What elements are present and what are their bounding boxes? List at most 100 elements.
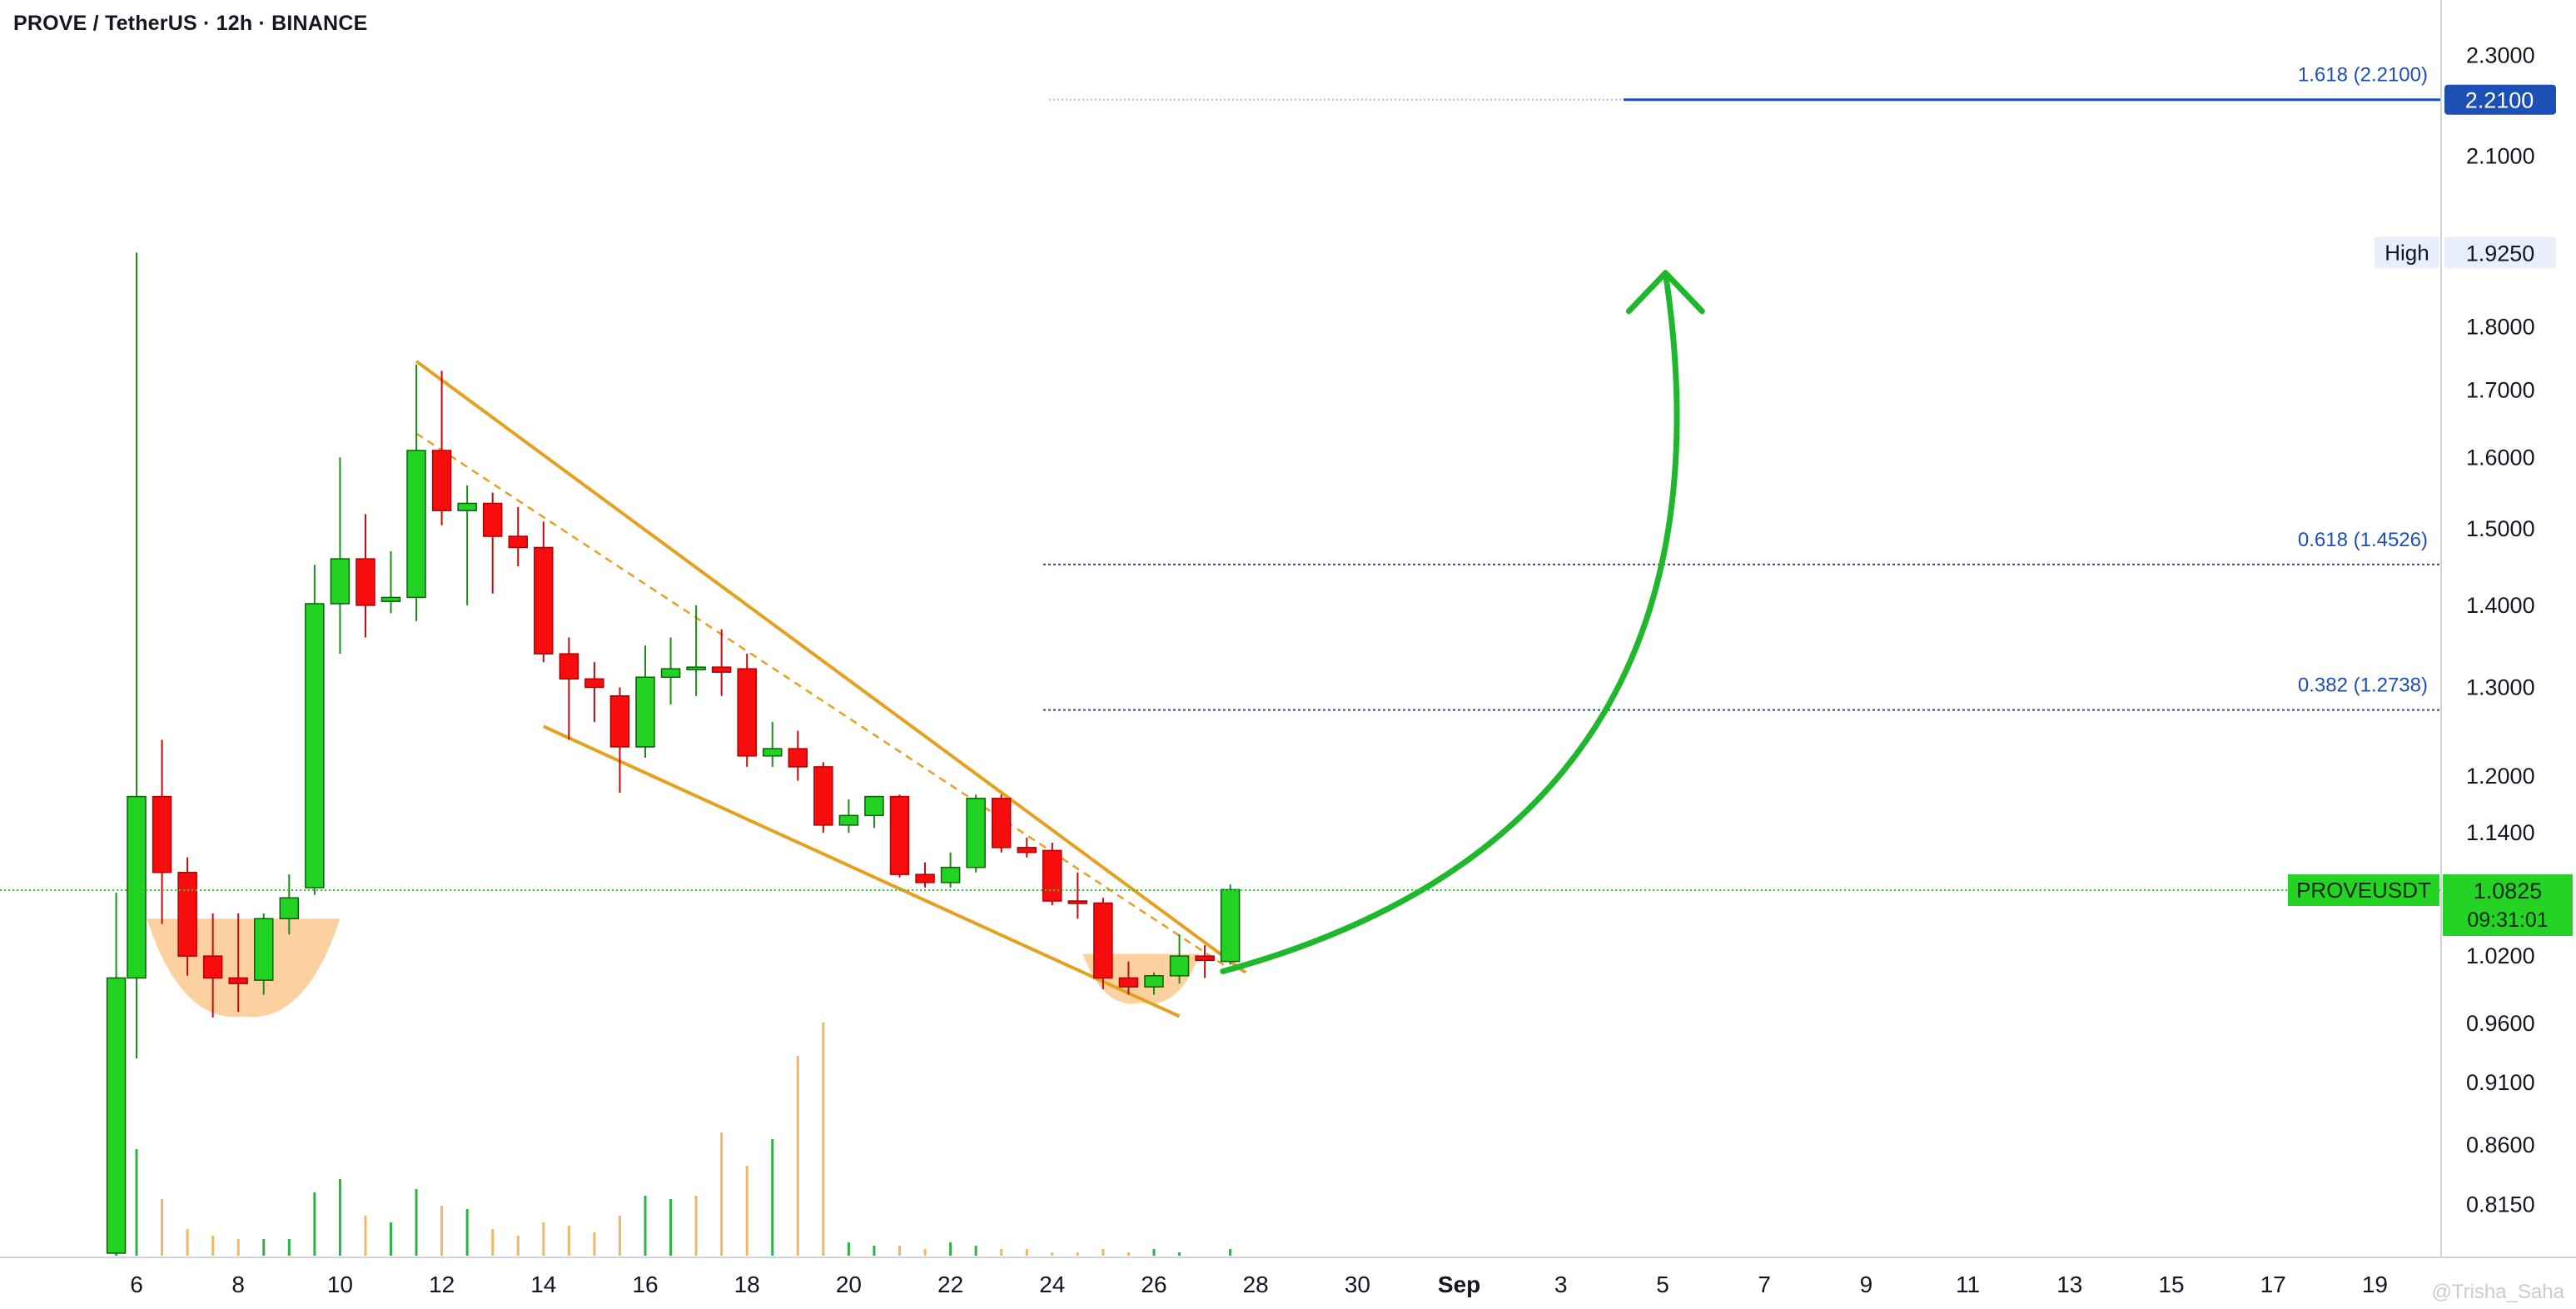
volume-bar <box>593 1232 596 1256</box>
projection-arrow-head <box>1625 270 1705 315</box>
price-tick-label: 1.1400 <box>2466 820 2535 845</box>
cup-pattern-layer <box>147 918 1200 1018</box>
candle-body <box>305 603 325 888</box>
candle-body <box>1067 900 1088 904</box>
price-tick-label: 1.5000 <box>2466 516 2535 541</box>
volume-bar <box>465 1209 469 1256</box>
chart-title: PROVE / TetherUS · 12h · BINANCE <box>13 12 368 35</box>
volume-bar <box>135 1149 138 1256</box>
candle-body <box>431 450 452 511</box>
candle-body <box>813 766 833 826</box>
volume-bar <box>923 1249 927 1256</box>
wedge-upper-line <box>415 360 1247 974</box>
watermark: @Trisha_Saha <box>2431 1281 2564 1303</box>
fib-level-label: 0.618 (1.4526) <box>2298 529 2428 551</box>
volume-bar <box>262 1239 266 1256</box>
price-tick-label: 1.6000 <box>2466 445 2535 470</box>
volume-bar <box>873 1246 876 1256</box>
candle-body <box>508 535 528 549</box>
candle-body <box>711 666 732 673</box>
wedge-lower-line <box>542 724 1181 1018</box>
high-label: High <box>2385 240 2429 265</box>
candle-body <box>330 558 351 605</box>
candle-body <box>864 795 884 817</box>
time-tick-label: 20 <box>836 1272 862 1297</box>
candle-body <box>1093 902 1113 979</box>
volume-bar <box>338 1179 341 1256</box>
cup-shape <box>147 918 341 1018</box>
volume-bar <box>1102 1249 1105 1256</box>
price-tick-label: 1.4000 <box>2466 593 2535 618</box>
candle-body <box>254 918 274 981</box>
candle-body <box>356 558 375 606</box>
fib-level-label: 0.382 (1.2738) <box>2298 674 2428 697</box>
price-tick-label: 0.8150 <box>2466 1192 2535 1217</box>
time-tick-label: 16 <box>632 1272 658 1297</box>
time-tick-label: 6 <box>130 1272 143 1297</box>
volume-bar <box>1076 1252 1079 1256</box>
projection-arrow-layer <box>1220 270 1705 975</box>
volume-bar <box>949 1242 952 1256</box>
time-tick-label: 11 <box>1956 1272 1980 1297</box>
countdown-text: 09:31:01 <box>2467 908 2548 932</box>
volume-bar <box>1229 1249 1232 1256</box>
wedge-mid-line <box>415 432 1231 970</box>
time-tick-label: 28 <box>1243 1272 1269 1297</box>
candle-body <box>106 977 127 1254</box>
time-tick-label: 7 <box>1758 1272 1771 1297</box>
candle-body <box>380 596 401 602</box>
candle-body <box>1144 975 1164 988</box>
time-tick-label: 3 <box>1554 1272 1568 1297</box>
volume-bar <box>720 1132 724 1256</box>
price-tick-label: 2.1000 <box>2466 144 2535 169</box>
volume-bar <box>745 1166 748 1256</box>
volume-bar <box>364 1216 367 1256</box>
time-tick-label: 5 <box>1656 1272 1669 1297</box>
candle-body <box>457 502 477 511</box>
volume-bar <box>161 1199 164 1256</box>
last-price-badge <box>2443 874 2573 937</box>
candle-body <box>559 653 579 680</box>
price-tick-label: 1.0200 <box>2466 943 2535 968</box>
volume-bar <box>415 1189 418 1256</box>
time-tick-label: 17 <box>2260 1272 2286 1297</box>
price-tick-label: 0.9100 <box>2466 1070 2535 1095</box>
volume-bar <box>822 1023 825 1256</box>
projection-arrow-curve <box>1220 270 1680 975</box>
candle-body <box>940 866 961 883</box>
symbol-badge-text: PROVEUSDT <box>2296 878 2431 903</box>
candle-body <box>737 668 757 757</box>
candle-body <box>279 897 300 919</box>
price-tick-label: 1.7000 <box>2466 378 2535 403</box>
candle-body <box>482 502 503 537</box>
candle-body <box>788 748 808 768</box>
volume-layer <box>115 1023 1232 1256</box>
candle-body <box>991 798 1012 849</box>
volume-bar <box>390 1222 392 1256</box>
candle-body <box>127 795 147 979</box>
candle-body <box>406 450 426 599</box>
volume-bar <box>974 1246 977 1256</box>
candles-layer <box>106 252 1241 1254</box>
volume-bar <box>1025 1249 1028 1256</box>
time-tick-label: 19 <box>2362 1272 2388 1297</box>
candle-body <box>584 678 604 689</box>
last-price-line-layer: PROVEUSDT 1.0825 09:31:01 High 1.9250 <box>0 236 2573 937</box>
volume-bar <box>669 1199 673 1256</box>
last-price-value: 1.0825 <box>2474 878 2543 903</box>
volume-bar <box>491 1229 495 1256</box>
fib-price-badge <box>2444 84 2556 115</box>
volume-bar <box>1152 1249 1156 1256</box>
volume-bar <box>567 1226 570 1256</box>
volume-bar <box>694 1196 698 1256</box>
volume-bar <box>1000 1249 1003 1256</box>
candle-body <box>534 546 554 654</box>
candle-body <box>763 748 783 757</box>
volume-bar <box>313 1192 316 1256</box>
candle-body <box>1042 849 1062 902</box>
time-tick-label: 14 <box>530 1272 556 1297</box>
fib-levels-layer: 2.2100 1.618 (2.2100) 0.618 (1.4526) 0.382 … <box>1043 64 2556 711</box>
symbol-badge <box>2288 874 2439 907</box>
candle-body <box>1017 847 1037 854</box>
